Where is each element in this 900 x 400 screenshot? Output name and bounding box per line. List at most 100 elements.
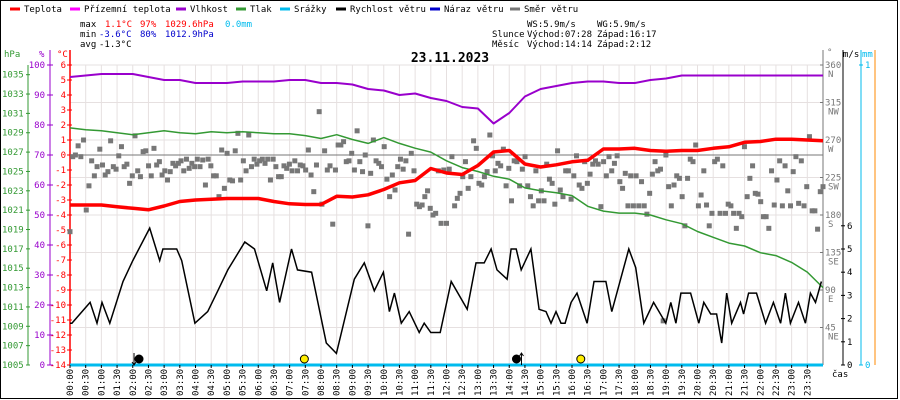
wind-direction-point — [471, 138, 477, 144]
wind-direction-point — [750, 163, 756, 169]
wind-direction-point — [766, 225, 772, 231]
wind-direction-point — [113, 166, 119, 172]
wind-direction-point — [611, 160, 617, 166]
wind-direction-point — [230, 178, 236, 184]
direction-tick-label: 90 — [825, 286, 836, 296]
wind-direction-point — [806, 134, 812, 140]
wind-direction-point — [194, 156, 200, 162]
time-tick-label: 16:30 — [584, 369, 594, 396]
wind-direction-point — [376, 160, 382, 166]
wind-direction-point — [192, 164, 198, 170]
wind-direction-point — [411, 168, 417, 174]
pressure-tick-label: 1009 — [2, 322, 24, 332]
time-tick-label: 04:30 — [207, 369, 217, 396]
wind-tick-label: 2 — [847, 315, 852, 325]
wind-direction-point — [365, 223, 371, 229]
wind-direction-point — [492, 168, 498, 174]
temperature-tick-label: -13 — [50, 346, 66, 356]
wind-direction-point — [506, 165, 512, 171]
wind-direction-point — [281, 163, 287, 169]
wind-direction-point — [758, 199, 764, 205]
wind-direction-point — [522, 154, 528, 160]
legend-item-wind-speed[interactable]: Rychlost větru — [336, 5, 426, 15]
legend-item-apparent-temperature[interactable]: Přízemní teplota — [70, 5, 171, 15]
unit-hpa: hPa — [4, 50, 20, 60]
time-tick-label: 10:00 — [380, 369, 390, 396]
wind-direction-point — [782, 163, 788, 169]
legend-item-precipitation[interactable]: Srážky — [280, 5, 327, 15]
min-label: min — [80, 30, 96, 40]
wind-direction-point — [495, 160, 501, 166]
legend-label: Srážky — [294, 5, 327, 15]
wind-direction-point — [197, 164, 203, 170]
time-tick-label: 13:00 — [474, 369, 484, 396]
humidity-tick-label: 40 — [34, 241, 45, 251]
wind-direction-point — [812, 208, 818, 214]
legend-item-pressure[interactable]: Tlak — [236, 5, 272, 15]
wind-direction-point — [777, 158, 783, 164]
wind-direction-point — [563, 168, 569, 174]
wind-tick-label: 0 — [847, 361, 852, 371]
time-tick-label: 09:30 — [364, 369, 374, 396]
wind-direction-point — [202, 182, 208, 188]
wind-direction-point — [769, 168, 775, 174]
wind-direction-point — [403, 158, 409, 164]
direction-tick-compass: E — [828, 295, 833, 305]
time-tick-label: 07:30 — [301, 369, 311, 396]
wind-direction-point — [121, 164, 127, 170]
wind-direction-point — [395, 164, 401, 170]
wind-direction-point — [500, 146, 506, 152]
time-tick-label: 12:00 — [443, 369, 453, 396]
wind-direction-point — [183, 156, 189, 162]
wind-direction-point — [449, 154, 455, 160]
temperature-tick-label: -11 — [50, 316, 66, 326]
temperature-tick-label: -9 — [55, 286, 66, 296]
wind-direction-point — [346, 158, 352, 164]
time-tick-label: 11:30 — [427, 369, 437, 396]
wind-direction-point — [343, 159, 349, 165]
wind-direction-point — [544, 161, 550, 167]
wind-direction-point — [303, 167, 309, 173]
wind-direction-point — [755, 191, 761, 197]
wind-direction-point — [498, 163, 504, 169]
legend-item-wind-direction[interactable]: Směr větru — [510, 5, 578, 15]
pressure-tick-label: 1011 — [2, 303, 24, 313]
time-tick-label: 21:30 — [741, 369, 751, 396]
wind-direction-point — [316, 109, 322, 115]
direction-tick-label: 45 — [825, 324, 836, 334]
avg-label: avg — [80, 40, 96, 50]
wind-direction-point — [433, 210, 439, 216]
legend-item-humidity[interactable]: Vlhkost — [176, 5, 228, 15]
legend-item-temperature[interactable]: Teplota — [10, 5, 62, 15]
unit-mm: mm — [862, 50, 873, 60]
wind-direction-point — [360, 169, 366, 175]
wind-direction-point — [568, 196, 574, 202]
wind-direction-point — [815, 226, 821, 232]
pressure-tick-label: 1023 — [2, 187, 24, 197]
pressure-tick-label: 1019 — [2, 226, 24, 236]
wind-direction-point — [490, 153, 496, 159]
wind-direction-point — [110, 164, 116, 170]
time-tick-label: 15:30 — [552, 369, 562, 396]
wind-tick-label: 1 — [847, 338, 852, 348]
max-humidity: 97% — [140, 20, 157, 30]
legend-item-wind-gust[interactable]: Náraz větru — [430, 5, 504, 15]
time-tick-label: 16:00 — [568, 369, 578, 396]
wind-direction-point — [178, 158, 184, 164]
wind-direction-point — [400, 166, 406, 172]
wind-direction-point — [108, 138, 114, 144]
wind-direction-point — [216, 194, 222, 200]
time-tick-label: 21:00 — [725, 369, 735, 396]
wind-direction-point — [146, 163, 152, 169]
wind-direction-point — [517, 183, 523, 189]
wind-direction-point — [430, 212, 436, 218]
moon-set: Západ:2:12 — [597, 40, 651, 50]
wind-direction-point — [406, 231, 412, 237]
time-tick-label: 14:00 — [505, 369, 515, 396]
wind-direction-point — [151, 145, 157, 151]
wind-direction-point — [351, 167, 357, 173]
wind-direction-point — [362, 152, 368, 158]
wind-direction-point — [181, 168, 187, 174]
wind-direction-point — [238, 177, 244, 183]
